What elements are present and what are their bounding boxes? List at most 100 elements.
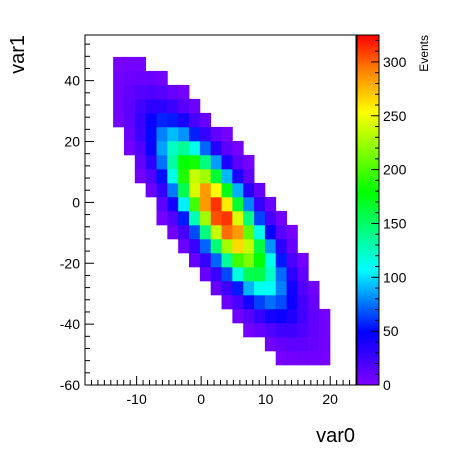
colorbar: [356, 34, 380, 386]
heatmap-cell: [178, 126, 190, 142]
heatmap-cell: [254, 266, 266, 282]
heatmap-cell: [145, 112, 157, 128]
heatmap-cell: [178, 224, 190, 240]
heatmap-cell: [210, 140, 222, 156]
heatmap-cell: [232, 154, 244, 170]
heatmap-cell: [221, 252, 233, 268]
heatmap-cell: [275, 266, 287, 282]
heatmap-cell: [178, 238, 190, 254]
heatmap-cell: [210, 238, 222, 254]
heatmap-cell: [275, 336, 287, 352]
heatmap-cell: [308, 280, 320, 296]
heatmap-cell: [145, 98, 157, 114]
heatmap-cell: [297, 266, 309, 282]
heatmap-cell: [232, 294, 244, 310]
heatmap-cell: [264, 252, 277, 268]
heatmap-cell: [199, 140, 212, 156]
y-tick-label: 40: [64, 73, 80, 89]
colorbar-axis: 0 50 100 150 200 250 300: [371, 39, 407, 393]
heatmap-cell: [297, 252, 309, 268]
heatmap-cell: [254, 322, 266, 338]
colorbar-tick-label: 100: [383, 269, 407, 285]
heatmap-cell: [167, 84, 179, 100]
heatmap-cell: [275, 210, 287, 226]
heatmap-cell: [308, 350, 320, 366]
heatmap-cell: [145, 182, 157, 198]
heatmap-cell: [243, 182, 255, 198]
heatmap-cell: [286, 238, 298, 254]
y-tick-label: 20: [64, 134, 80, 150]
heatmap-cell: [199, 238, 212, 254]
heatmap-cell: [199, 126, 212, 142]
heatmap-cell: [254, 308, 266, 324]
heatmap-cell: [199, 112, 212, 128]
heatmap-cell: [145, 168, 157, 184]
heatmap-cell: [275, 238, 287, 254]
heatmap-cell: [254, 196, 266, 212]
x-tick-label: 10: [258, 391, 274, 407]
heatmap-cell: [156, 210, 168, 226]
heatmap-cell: [156, 196, 168, 212]
heatmap-cell: [221, 224, 233, 240]
heatmap-cell: [232, 168, 244, 184]
y-tick-label: -40: [60, 316, 80, 332]
heatmap-cell: [156, 98, 168, 114]
heatmap-cell: [264, 294, 277, 310]
heatmap-cell: [113, 112, 125, 128]
heatmap-cell: [123, 126, 136, 142]
heatmap-cell: [264, 266, 277, 282]
heatmap-cell: [221, 280, 233, 296]
heatmap-cell: [264, 336, 277, 352]
heatmap-cell: [178, 154, 190, 170]
heatmap-cell: [243, 322, 255, 338]
heatmap-cell: [264, 238, 277, 254]
heatmap-cell: [167, 224, 179, 240]
heatmap-cell: [232, 224, 244, 240]
heatmap-cell: [243, 210, 255, 226]
heatmap-cell: [210, 210, 222, 226]
heatmap-cell: [286, 266, 298, 282]
heatmap-cell: [275, 294, 287, 310]
heatmap-cell: [167, 140, 179, 156]
colorbar-tick-label: 50: [383, 323, 399, 339]
heatmap-cell: [189, 126, 201, 142]
heatmap-cell: [286, 322, 298, 338]
heatmap-cell: [123, 84, 136, 100]
heatmap-cell: [156, 182, 168, 198]
heatmap-cell: [145, 154, 157, 170]
heatmap-cell: [221, 182, 233, 198]
heatmap-cell: [123, 140, 136, 156]
heatmap-cell: [319, 308, 331, 324]
heatmap-cell: [264, 224, 277, 240]
heatmap-cell: [275, 308, 287, 324]
heatmap-cell: [210, 224, 222, 240]
heatmap-cell: [178, 84, 190, 100]
heatmap-cell: [113, 84, 125, 100]
heatmap-cell: [221, 196, 233, 212]
y-tick-label: 0: [72, 194, 80, 210]
heatmap-cell: [199, 182, 212, 198]
heatmap-cell: [210, 168, 222, 184]
heatmap-cell: [189, 168, 201, 184]
heatmap-cell: [232, 238, 244, 254]
heatmap-cell: [254, 294, 266, 310]
heatmap-cell: [254, 224, 266, 240]
heatmap-cell: [123, 98, 136, 114]
heatmap-cell: [232, 182, 244, 198]
heatmap-cell: [134, 168, 147, 184]
colorbar-tick-label: 300: [383, 54, 407, 70]
heatmap-cell: [243, 196, 255, 212]
heatmap-cell: [167, 210, 179, 226]
heatmap-cell: [123, 70, 136, 86]
heatmap-cell: [232, 140, 244, 156]
heatmap-cell: [199, 252, 212, 268]
heatmap-cell: [134, 140, 147, 156]
heatmap-cell: [123, 56, 136, 72]
heatmap-cell: [275, 350, 287, 366]
heatmap-cell: [254, 210, 266, 226]
heatmap-cell: [221, 140, 233, 156]
heatmap-cell: [199, 154, 212, 170]
heatmap-cell: [286, 308, 298, 324]
heatmap-cell: [145, 84, 157, 100]
